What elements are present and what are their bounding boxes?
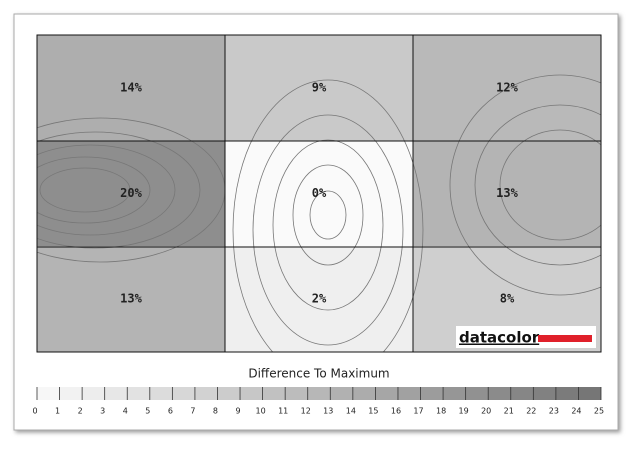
cell-label: 14% [120,80,142,94]
cell-label: 13% [120,292,142,306]
colorbar-segment [127,387,150,400]
tick-label: 24 [571,407,581,416]
tick-label: 7 [190,407,195,416]
tick-label: 19 [459,407,469,416]
cell-label: 2% [312,292,327,306]
colorbar-segment [82,387,105,400]
colorbar-segment [488,387,511,400]
tick-label: 0 [32,407,37,416]
colorbar-segment [149,387,173,400]
tick-label: 8 [213,407,218,416]
grid [36,34,602,353]
colorbar-segment [443,387,466,400]
tick-label: 23 [549,407,559,416]
colorbar-segment [330,387,353,400]
colorbar-segment [375,387,398,400]
colorbar-segment [420,387,444,400]
contours [37,74,601,352]
cell [413,35,601,141]
tick-label: 1 [55,407,60,416]
tick-label: 17 [413,407,423,416]
logo-bar [538,335,592,342]
colorbar-segment [262,387,286,400]
colorbar-segment [59,387,83,400]
colorbar-segment [285,387,308,400]
tick-label: 21 [504,407,514,416]
colorbar-segment [104,387,128,400]
colorbar-segment [240,387,263,400]
colorbar-segment [533,387,556,400]
logo: datacolor [459,329,540,347]
cell-label: 9% [312,80,327,94]
tick-label: 4 [123,407,128,416]
cell-label: 12% [496,80,518,94]
tick-label: 10 [256,407,266,416]
cell [225,140,413,247]
cell [37,35,225,141]
tick-label: 16 [391,407,401,416]
cell-label: 13% [496,186,518,200]
colorbar-segment [510,387,534,400]
cell-label: 8% [500,292,515,306]
colorbar-segment [465,387,489,400]
tick-label: 20 [481,407,491,416]
tick-label: 9 [235,407,240,416]
colorbar-segment [397,387,421,400]
colorbar-segment [578,387,601,400]
tick-label: 12 [301,407,311,416]
tick-label: 6 [168,407,173,416]
cell-label: 0% [312,186,327,200]
cell [37,246,225,352]
colorbar-title: Difference To Maximum [248,367,389,381]
cell [225,35,413,141]
tick-label: 5 [145,407,150,416]
colorbar-segment [217,387,241,400]
tick-label: 11 [278,407,288,416]
tick-label: 3 [100,407,105,416]
colorbar-segment [352,387,376,400]
colorbar-segment [307,387,331,400]
tick-label: 13 [323,407,333,416]
tick-label: 22 [526,407,536,416]
tick-label: 25 [594,407,604,416]
tick-label: 14 [346,407,356,416]
tick-label: 18 [436,407,446,416]
logo-box [456,326,596,348]
colorbar-segment [172,387,195,400]
colorbar-segment [37,387,60,400]
colorbar-segment [555,387,579,400]
cell-label: 20% [120,186,142,200]
tick-label: 15 [368,407,378,416]
tick-label: 2 [78,407,83,416]
colorbar-segment [194,387,218,400]
colorbar: 0 1 2 3 4 5 6 7 8 9 10 11 12 13 14 15 16 17 18 19 20 21 22 23 24… [32,387,604,416]
